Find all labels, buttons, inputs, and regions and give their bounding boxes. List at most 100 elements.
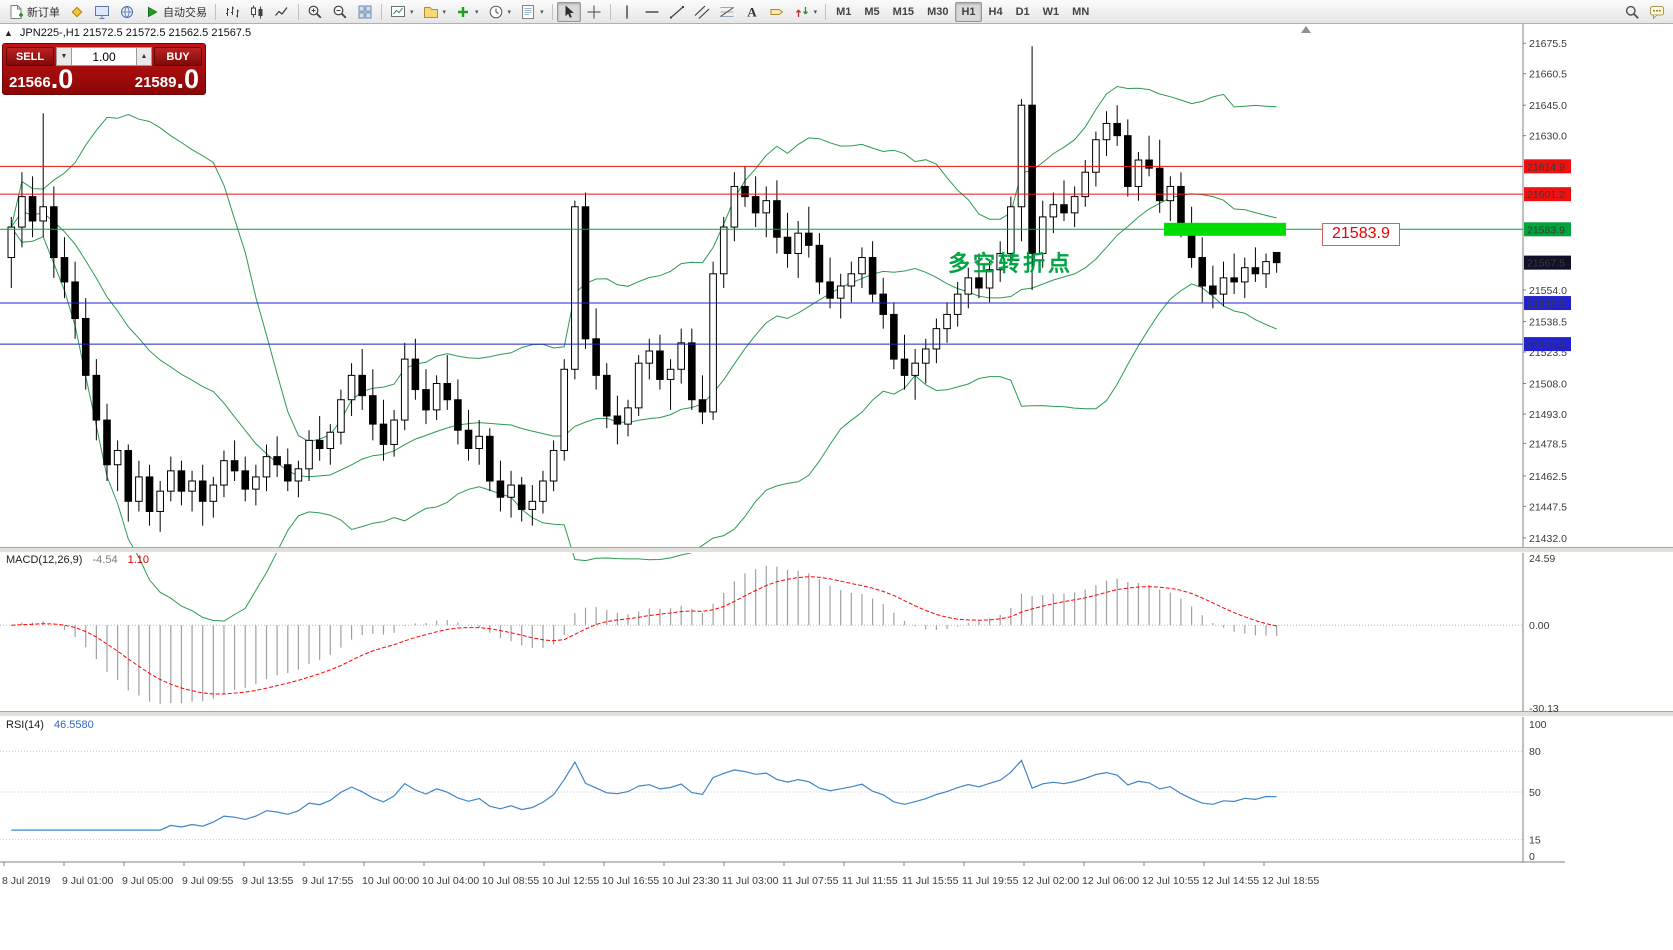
buy-price[interactable]: 21589 .0 [135, 66, 199, 93]
volume-decrease-button[interactable]: ▼ [56, 47, 72, 66]
candle-up [571, 206, 579, 370]
horizontal-line-button[interactable] [640, 2, 664, 22]
price-badge[interactable] [1524, 255, 1571, 270]
periods-button[interactable]: ▾ [484, 2, 516, 22]
candle-down [315, 439, 324, 449]
collapse-icon[interactable]: ▲ [4, 28, 13, 38]
zoom-out-button[interactable] [328, 2, 352, 22]
chat-button[interactable] [1645, 2, 1669, 22]
market-watch-button[interactable] [90, 2, 114, 22]
timeframe-m30-button[interactable]: M30 [927, 5, 949, 18]
price-badge[interactable] [1524, 337, 1571, 352]
line-chart-button[interactable] [270, 2, 294, 22]
candle-up [1092, 139, 1100, 173]
autotrading-button[interactable]: 自动交易 [140, 2, 211, 22]
bollinger-lower-band [10, 226, 1277, 622]
time-axis-label: 9 Jul 01:00 [62, 875, 114, 887]
timeframe-w1-button[interactable]: W1 [1042, 5, 1060, 18]
chart-shift-marker[interactable] [1301, 26, 1311, 33]
arrows-button[interactable]: ▾ [790, 2, 822, 22]
candle-down [124, 450, 133, 502]
panel-separator[interactable] [0, 547, 1673, 553]
timeframe-mn-button[interactable]: MN [1072, 5, 1090, 18]
buy-button[interactable]: BUY [154, 47, 202, 66]
time-axis-label: 9 Jul 05:00 [122, 875, 174, 887]
rsi-axis-label: 100 [1529, 719, 1547, 731]
volume-increase-button[interactable]: ▲ [136, 47, 152, 66]
chart-annotation-text[interactable]: 多空转折点 [948, 251, 1074, 276]
macd-main-value: -4.54 [92, 554, 118, 566]
candlestick-chart-button[interactable] [245, 2, 269, 22]
indicators-button[interactable]: ▾ [451, 2, 483, 22]
cursor-button[interactable] [556, 1, 581, 22]
candle-up [167, 470, 175, 492]
price-badge[interactable] [1524, 222, 1571, 237]
timeframe-m15-button[interactable]: M15 [892, 5, 915, 18]
crosshair-button[interactable] [582, 2, 606, 22]
price-axis-label: 21538.5 [1529, 317, 1567, 329]
panel-separator[interactable] [0, 711, 1673, 717]
candle-up [836, 285, 845, 299]
rsi-indicator-label: RSI(14) 46.5580 [6, 719, 94, 731]
candle-up [964, 277, 973, 295]
button-label: 新订单 [27, 6, 60, 19]
time-axis-label: 12 Jul 14:55 [1202, 875, 1259, 887]
macd-panel[interactable]: 24.59 0.00 -30.13 [0, 553, 1559, 715]
label-button[interactable] [765, 2, 789, 22]
volume-input[interactable] [72, 47, 136, 66]
price-badge[interactable] [1524, 159, 1571, 174]
highlight-price-label[interactable]: 21583.9 [1322, 223, 1400, 246]
vertical-line-button[interactable] [615, 2, 639, 22]
candle-up [135, 476, 143, 502]
price-badge[interactable] [1524, 296, 1571, 311]
highlight-zone[interactable] [1164, 222, 1286, 236]
timeframe-d1-button[interactable]: D1 [1015, 5, 1030, 18]
toolbar-separator [551, 3, 553, 20]
new-order-button[interactable]: 新订单 [4, 2, 64, 22]
candles-layer [7, 46, 1281, 532]
symbol-ohlc-text: JPN225-,H1 21572.5 21572.5 21562.5 21567… [19, 27, 252, 39]
search-button[interactable] [1620, 2, 1644, 22]
price-panel[interactable] [0, 26, 1523, 622]
profiles-button[interactable]: ▾ [419, 2, 451, 22]
timeframe-h1-button[interactable]: H1 [955, 1, 982, 22]
channel-button[interactable] [690, 2, 714, 22]
tile-windows-button[interactable] [353, 2, 377, 22]
candle-down [826, 281, 834, 299]
candle-down [1177, 185, 1185, 226]
candle-up [847, 273, 856, 287]
symbol-info-bar: ▲ JPN225-,H1 21572.5 21572.5 21562.5 215… [4, 27, 251, 39]
fibonacci-button[interactable] [715, 2, 739, 22]
price-badge-label: 21601.2 [1527, 189, 1565, 201]
text-button[interactable]: A [740, 2, 764, 22]
price-badge[interactable] [1524, 187, 1571, 202]
candle-up [7, 226, 16, 259]
timeframe-m5-button[interactable]: M5 [864, 5, 880, 18]
time-axis-label: 8 Jul 2019 [2, 875, 51, 887]
rsi-panel[interactable]: 100 80 50 15 0 [0, 719, 1547, 863]
new-chart-button[interactable]: ▾ [386, 2, 418, 22]
one-click-trading-panel: SELL ▼ ▲ BUY 21566 .0 21589 .0 [2, 43, 206, 95]
zoom-in-button[interactable] [303, 2, 327, 22]
macd-indicator-label: MACD(12,26,9) -4.54 1.10 [6, 554, 149, 566]
svg-text:A: A [747, 4, 757, 19]
candle-down [454, 399, 462, 431]
candle-up [677, 342, 685, 370]
sell-price[interactable]: 21566 .0 [9, 66, 73, 93]
candle-up [507, 484, 515, 498]
candle-up [539, 480, 547, 502]
templates-button[interactable]: ▾ [516, 2, 548, 22]
trendline-button[interactable] [665, 2, 689, 22]
timeframe-h4-button[interactable]: H4 [988, 5, 1003, 18]
bar-chart-button[interactable] [220, 2, 244, 22]
bars-icon [224, 4, 240, 20]
indicators-icon [455, 4, 471, 20]
timeframe-m1-button[interactable]: M1 [836, 5, 852, 18]
dropdown-caret-icon: ▾ [442, 8, 447, 16]
price-badge-label: 21583.9 [1527, 224, 1565, 236]
globe-icon [119, 4, 135, 20]
sell-button[interactable]: SELL [6, 47, 54, 66]
community-button[interactable] [115, 2, 139, 22]
metaeditor-button[interactable] [65, 2, 89, 22]
